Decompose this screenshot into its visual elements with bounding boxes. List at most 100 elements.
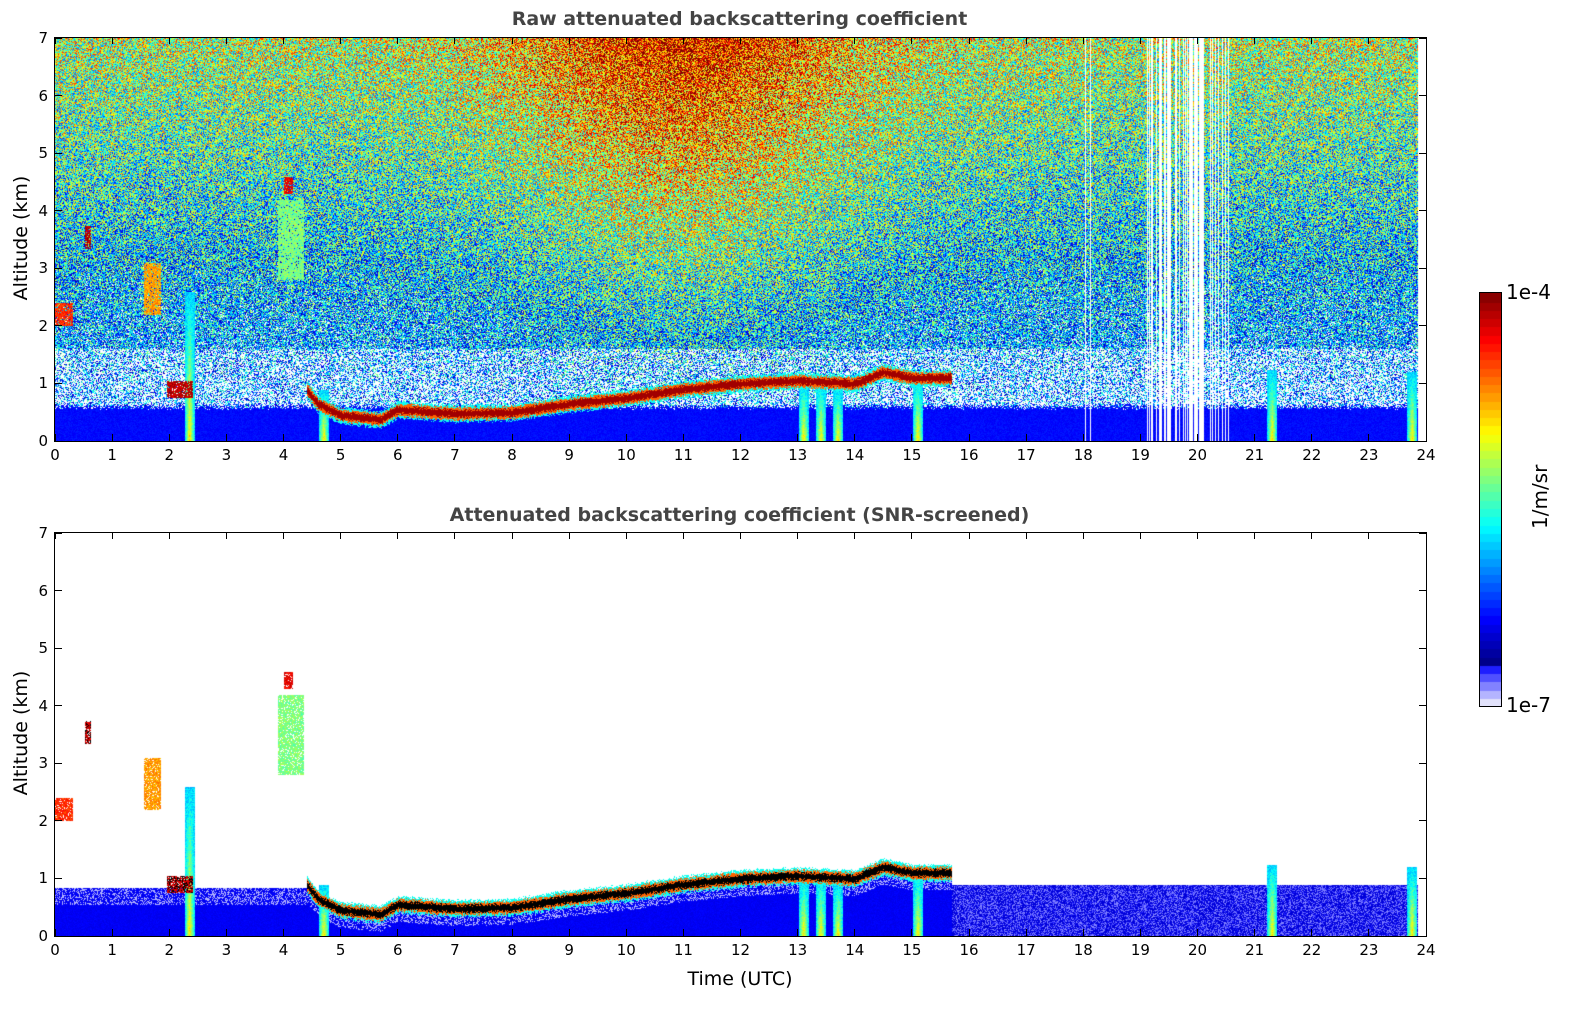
x-tick <box>1425 434 1427 441</box>
x-tick-label: 19 <box>1130 446 1150 464</box>
x-tick-label: 7 <box>450 941 460 959</box>
x-tick-label: 9 <box>564 446 574 464</box>
x-tick <box>1139 929 1141 936</box>
y-tick <box>55 590 62 592</box>
x-tick <box>1311 929 1313 936</box>
x-tick-top <box>283 533 284 539</box>
x-tick-label: 11 <box>673 446 693 464</box>
y-tick-right <box>1419 440 1426 442</box>
x-tick-top <box>854 38 856 44</box>
x-tick <box>968 929 970 936</box>
x-tick-top <box>740 533 741 539</box>
x-tick <box>54 434 56 441</box>
x-tick <box>54 929 56 936</box>
x-tick-top <box>682 38 684 44</box>
x-tick-top <box>1197 38 1198 44</box>
x-tick-top <box>340 38 342 44</box>
x-tick-top <box>54 38 56 44</box>
x-tick-top <box>1197 533 1198 539</box>
x-tick <box>1197 929 1198 936</box>
screened-backscatter-heatmap <box>54 532 1427 937</box>
x-tick-label: 19 <box>1130 941 1150 959</box>
y-tick <box>55 267 62 269</box>
x-tick-top <box>911 38 913 44</box>
x-tick-top <box>1254 38 1256 44</box>
x-tick-top <box>168 533 170 539</box>
x-tick <box>511 434 513 441</box>
x-tick-top <box>1311 38 1313 44</box>
x-tick-label: 4 <box>278 446 289 464</box>
x-tick-label: 6 <box>392 941 403 959</box>
x-tick-label: 11 <box>673 941 693 959</box>
x-tick <box>1025 434 1027 441</box>
x-tick-label: 12 <box>730 941 751 959</box>
x-tick-top <box>968 533 970 539</box>
y-tick <box>55 532 62 534</box>
x-tick-top <box>911 533 913 539</box>
x-tick-label: 8 <box>507 941 517 959</box>
y-tick-label: 1 <box>38 869 48 888</box>
x-tick <box>1139 434 1141 441</box>
x-tick <box>854 929 856 936</box>
y-tick-label: 6 <box>38 86 48 105</box>
y-tick-label: 3 <box>38 754 48 773</box>
x-tick-label: 20 <box>1187 941 1208 959</box>
x-tick-label: 16 <box>959 446 979 464</box>
x-tick <box>283 434 284 441</box>
x-tick-label: 20 <box>1187 446 1208 464</box>
y-tick-right <box>1419 152 1426 154</box>
bottom-plot-title: Attenuated backscattering coefficient (S… <box>449 504 1030 526</box>
x-tick-label: 24 <box>1416 446 1436 464</box>
x-tick-top <box>225 38 227 44</box>
x-tick <box>397 434 399 441</box>
x-tick-label: 1 <box>107 941 117 959</box>
colorbar <box>1479 292 1502 707</box>
x-tick-label: 18 <box>1073 446 1093 464</box>
y-tick <box>55 440 62 442</box>
x-tick <box>340 434 342 441</box>
top-plot-title: Raw attenuated backscattering coefficien… <box>511 8 968 30</box>
x-tick-top <box>1254 533 1256 539</box>
y-tick-label: 6 <box>38 581 48 600</box>
x-tick-label: 9 <box>564 941 574 959</box>
x-tick-top <box>1311 533 1313 539</box>
x-tick <box>225 929 227 936</box>
x-tick <box>568 434 570 441</box>
y-tick <box>55 877 62 879</box>
y-tick-right <box>1419 762 1426 764</box>
y-tick <box>55 37 62 39</box>
y-tick-right <box>1419 820 1426 822</box>
y-tick-label: 5 <box>38 144 48 163</box>
x-tick-top <box>1082 533 1084 539</box>
x-tick-top <box>797 533 799 539</box>
x-tick-label: 18 <box>1073 941 1093 959</box>
y-tick-label: 7 <box>38 29 48 47</box>
x-tick-label: 21 <box>1245 941 1265 959</box>
x-tick-top <box>568 38 570 44</box>
y-tick-label: 7 <box>38 524 48 542</box>
y-tick-right <box>1419 647 1426 649</box>
x-tick <box>1311 434 1313 441</box>
x-tick-top <box>225 533 227 539</box>
x-tick <box>1254 434 1256 441</box>
x-tick-label: 17 <box>1016 941 1036 959</box>
x-tick-label: 16 <box>959 941 979 959</box>
y-tick-right <box>1419 590 1426 592</box>
raw-heatmap-canvas <box>55 38 1426 441</box>
x-tick-label: 22 <box>1302 446 1322 464</box>
x-tick-top <box>797 38 799 44</box>
x-tick <box>797 434 799 441</box>
y-tick <box>55 95 62 97</box>
x-tick <box>682 434 684 441</box>
top-y-axis-label: Altitude (km) <box>10 175 32 301</box>
x-tick-label: 3 <box>221 941 232 959</box>
x-tick-top <box>1025 38 1027 44</box>
y-tick-label: 2 <box>38 811 48 830</box>
x-tick-top <box>1368 533 1370 539</box>
y-tick <box>55 210 62 212</box>
colorbar-min-label: 1e-7 <box>1506 693 1551 717</box>
x-tick <box>1425 929 1427 936</box>
x-tick-label: 4 <box>278 941 289 959</box>
x-tick-label: 14 <box>845 941 865 959</box>
x-tick-top <box>1025 533 1027 539</box>
